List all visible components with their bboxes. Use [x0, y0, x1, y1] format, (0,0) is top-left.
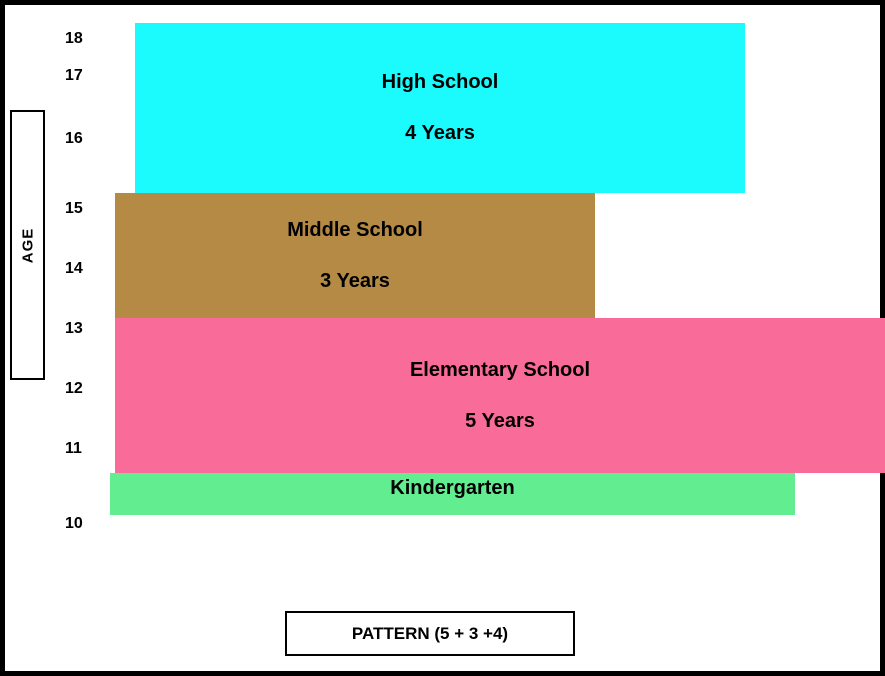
pattern-label-box: PATTERN (5 + 3 +4) — [285, 611, 575, 656]
stage-title: Middle School — [287, 219, 423, 242]
stage-title: High School — [382, 71, 499, 94]
age-tick: 15 — [65, 200, 83, 218]
age-tick: 16 — [65, 130, 83, 148]
stage-area: High School 4 Years Middle School 3 Year… — [125, 5, 880, 671]
age-tick: 18 — [65, 30, 83, 48]
stage-middle-school: Middle School 3 Years — [115, 193, 595, 318]
diagram-frame: AGE 18 17 16 15 14 13 12 11 10 High Scho… — [0, 0, 885, 676]
age-tick: 14 — [65, 260, 83, 278]
stage-kindergarten: Kindergarten — [110, 473, 795, 515]
stage-years: 5 Years — [465, 410, 535, 433]
age-tick: 12 — [65, 380, 83, 398]
stage-title: Kindergarten — [390, 477, 514, 500]
stage-title: Elementary School — [410, 359, 590, 382]
stage-elementary-school: Elementary School 5 Years — [115, 318, 885, 473]
stage-years: 3 Years — [320, 270, 390, 293]
age-tick: 10 — [65, 515, 83, 533]
age-axis-label: AGE — [19, 227, 36, 263]
age-tick: 11 — [65, 440, 82, 458]
age-tick: 17 — [65, 67, 83, 85]
stage-years: 4 Years — [405, 122, 475, 145]
age-axis-box: AGE — [10, 110, 45, 380]
age-tick: 13 — [65, 320, 83, 338]
pattern-label: PATTERN (5 + 3 +4) — [352, 624, 508, 644]
age-tick-container: 18 17 16 15 14 13 12 11 10 — [65, 5, 105, 671]
stage-high-school: High School 4 Years — [135, 23, 745, 193]
